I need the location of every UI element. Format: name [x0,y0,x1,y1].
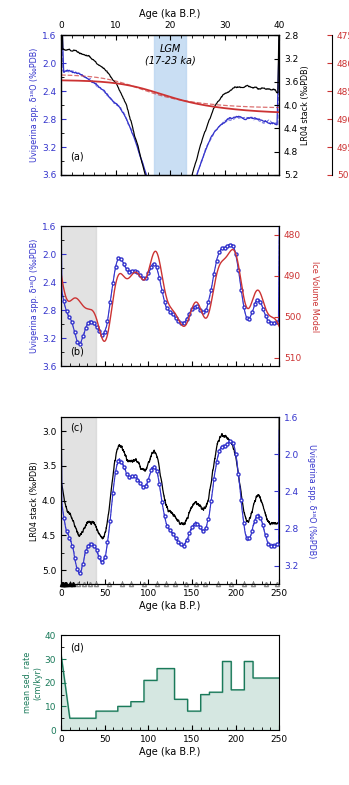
Text: (c): (c) [70,422,83,433]
Y-axis label: Uvigerina spp. δ¹⁸O (‰PDB): Uvigerina spp. δ¹⁸O (‰PDB) [307,444,316,558]
Y-axis label: Uvigerina spp. δ¹⁸O (‰PDB): Uvigerina spp. δ¹⁸O (‰PDB) [30,239,39,353]
Y-axis label: LR04 stack (‰PDB): LR04 stack (‰PDB) [30,461,39,541]
Bar [61,418,96,584]
Text: (b): (b) [70,347,84,357]
X-axis label: Age (ka B.P.): Age (ka B.P.) [140,9,201,20]
Y-axis label: mean sed. rate
(cm/kyr): mean sed. rate (cm/kyr) [23,652,42,714]
Text: LGM
(17-23 ka): LGM (17-23 ka) [145,44,195,65]
Bar [61,226,96,366]
Y-axis label: Uvigerina spp. δ¹⁸O (‰PDB): Uvigerina spp. δ¹⁸O (‰PDB) [30,48,39,162]
X-axis label: Age (ka B.P.): Age (ka B.P.) [140,747,201,757]
Text: (a): (a) [70,152,83,162]
Y-axis label: LR04 stack (‰PDB): LR04 stack (‰PDB) [301,65,310,145]
Bar [154,35,186,175]
Y-axis label: Ice Volume Model: Ice Volume Model [310,261,319,332]
X-axis label: Age (ka B.P.): Age (ka B.P.) [140,601,201,611]
Text: (d): (d) [70,642,83,652]
